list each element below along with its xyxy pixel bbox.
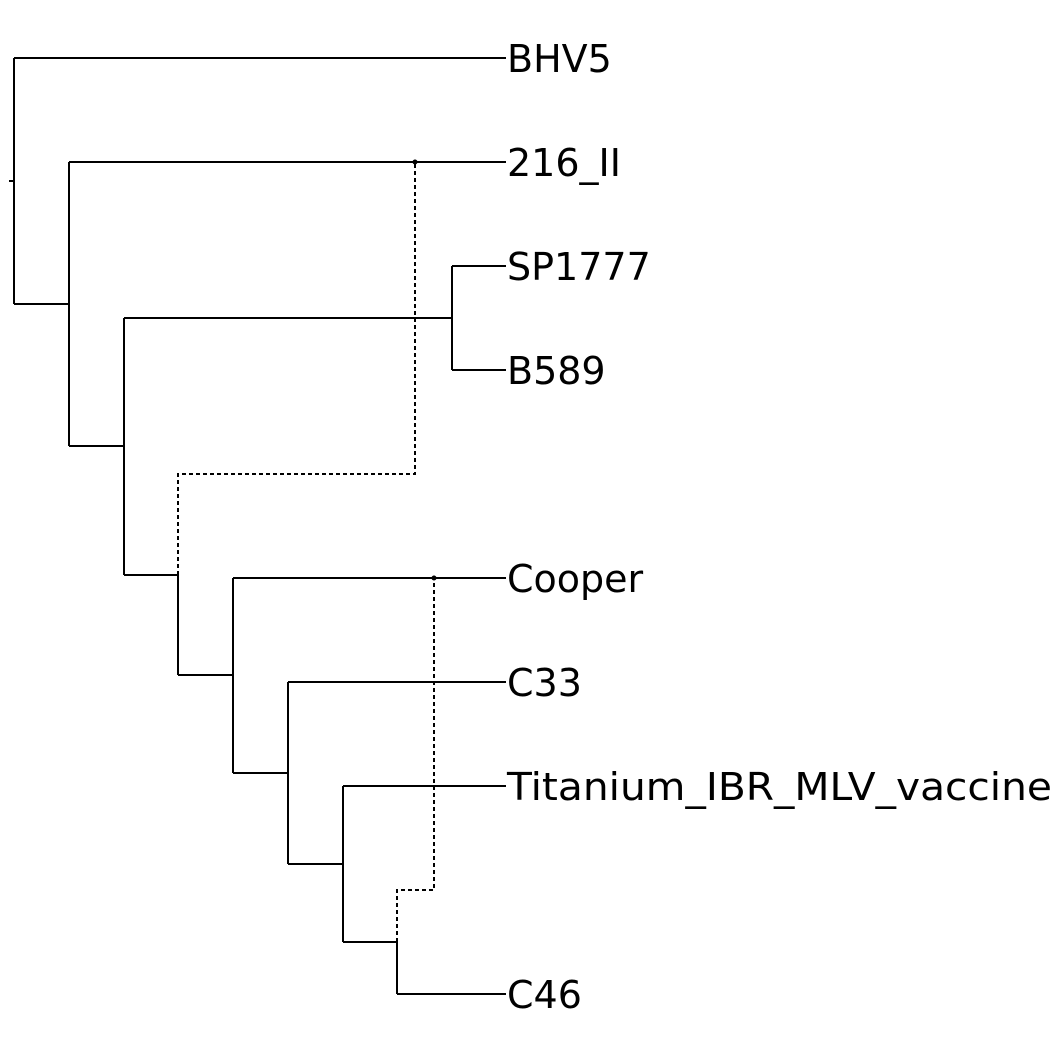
reticulation-edge-cooper [396,578,435,942]
reticulation-node-216ii [412,159,418,165]
leaf-label-216ii: 216_II [507,141,621,185]
leaf-label-c46: C46 [507,973,582,1017]
leaf-label-c33: C33 [507,661,582,705]
leaf-label-bhv5: BHV5 [507,37,612,81]
leaf-label-sp1777: SP1777 [507,245,651,289]
leaf-label-titanium: Titanium_IBR_MLV_vaccine [506,765,1052,809]
leaf-label-cooper: Cooper [507,557,644,601]
reticulation-node-cooper [431,575,437,581]
leaf-label-b589: B589 [507,349,606,393]
reticulation-edge-216ii [177,162,416,575]
